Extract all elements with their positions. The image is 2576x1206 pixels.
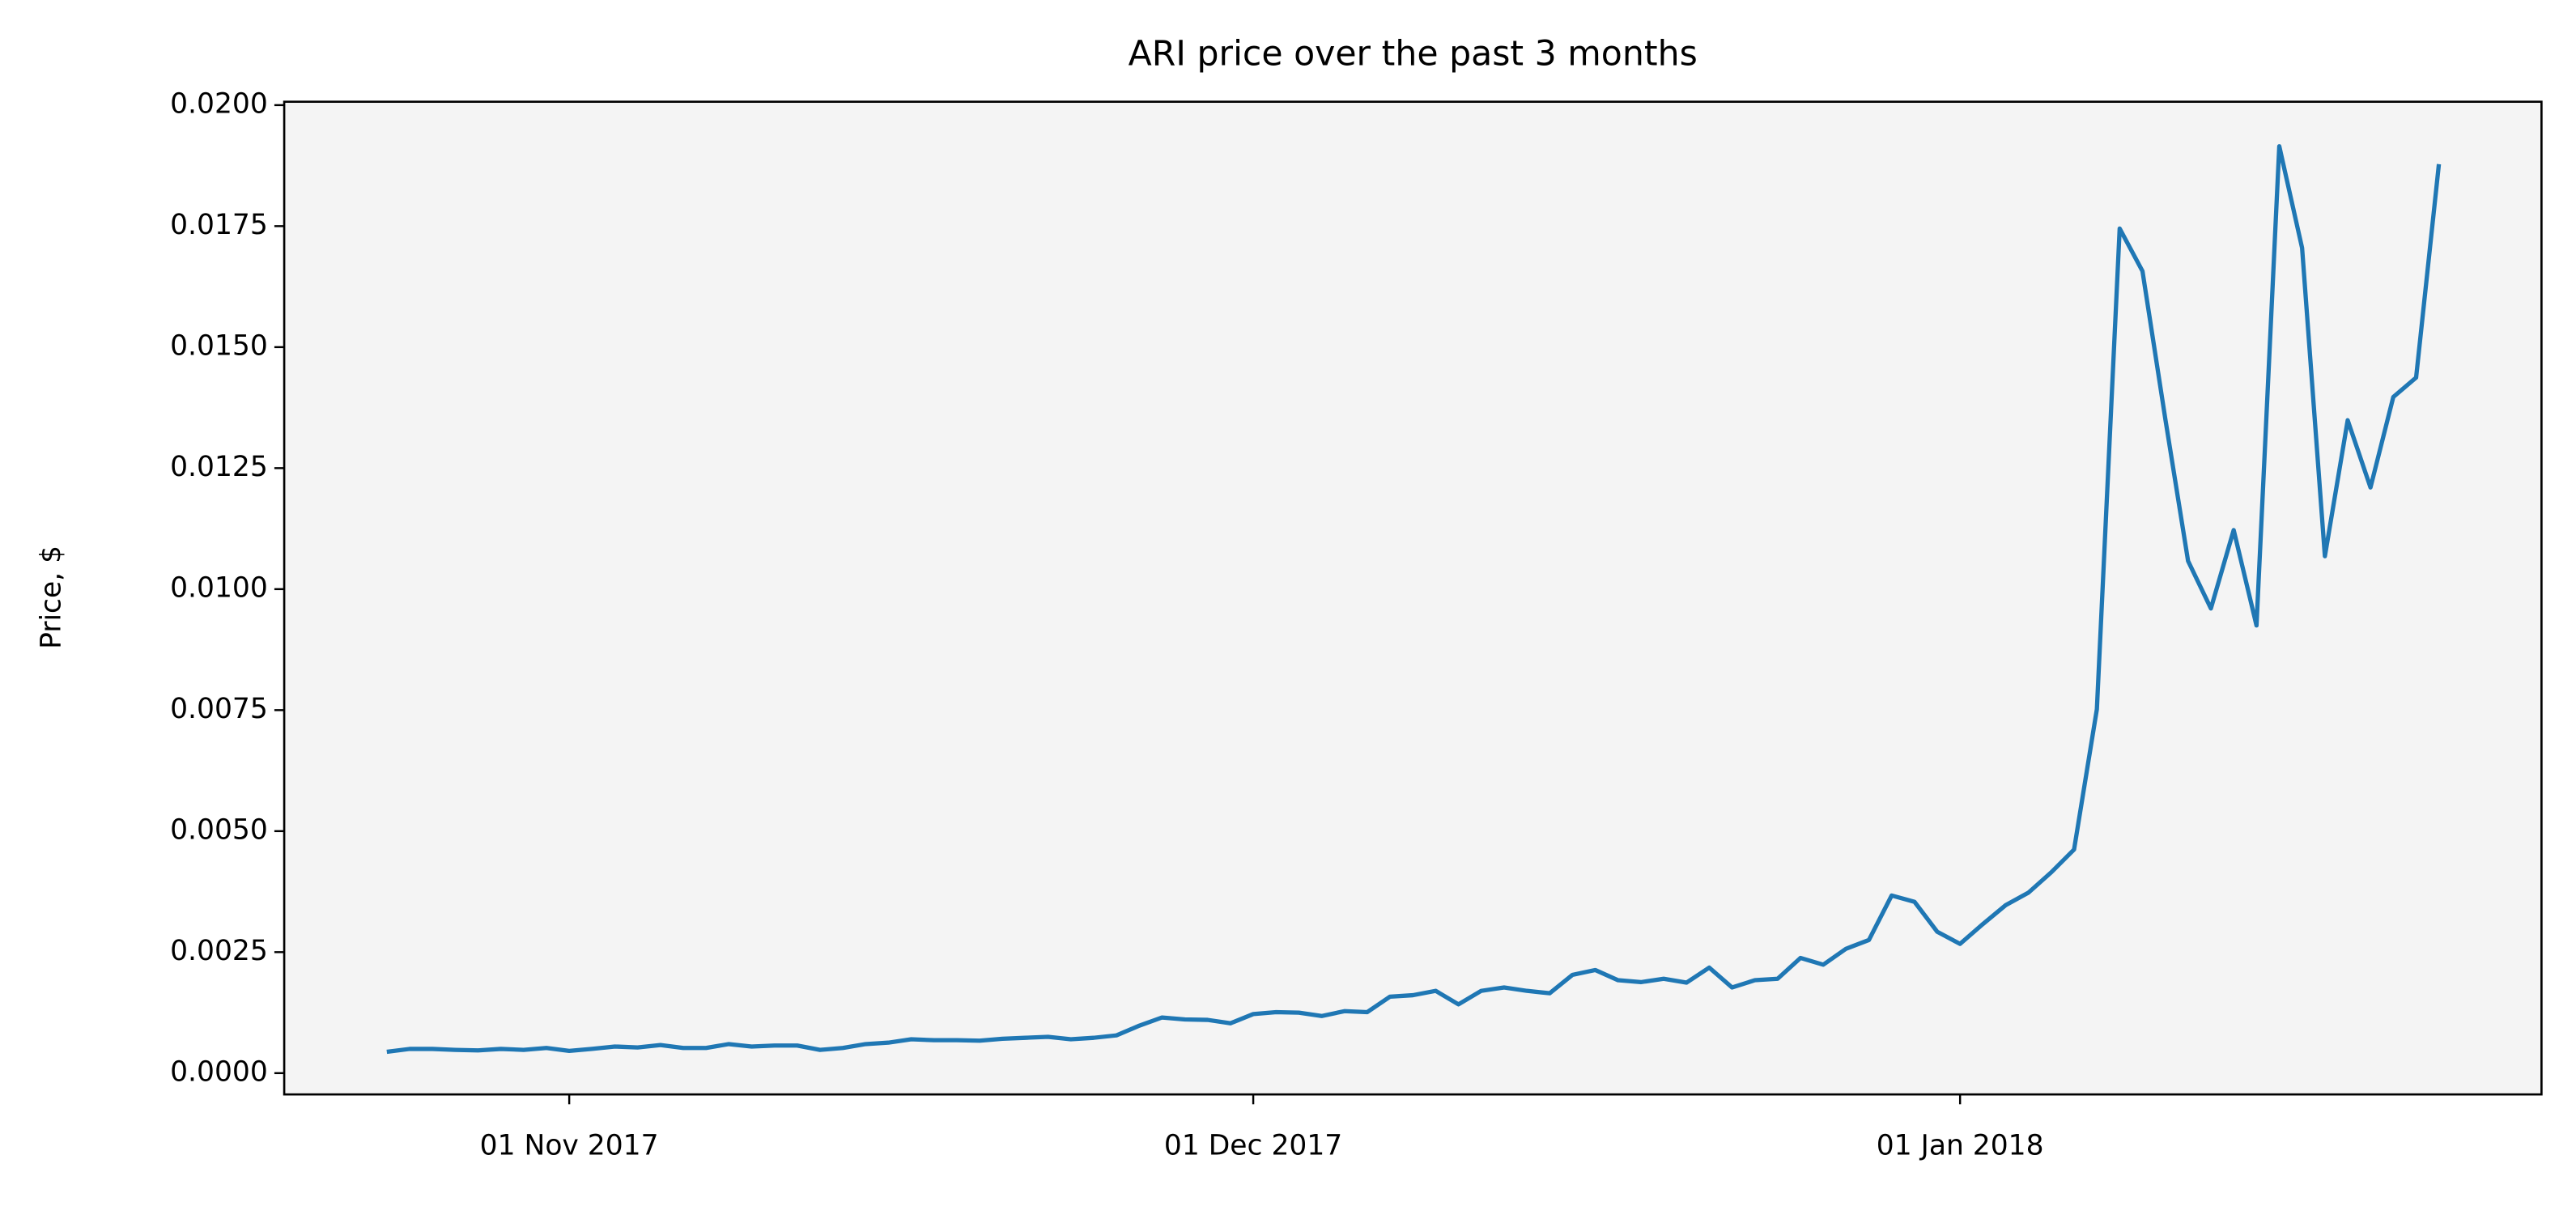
y-tick-label: 0.0025	[170, 935, 268, 967]
y-tick-label: 0.0100	[170, 571, 268, 604]
x-tick-label: 01 Dec 2017	[1164, 1130, 1342, 1162]
y-tick-label: 0.0075	[170, 693, 268, 725]
chart-title: ARI price over the past 3 months	[1129, 33, 1698, 74]
y-tick-label: 0.0150	[170, 329, 268, 362]
x-tick-label: 01 Nov 2017	[480, 1130, 659, 1162]
y-tick-label: 0.0125	[170, 451, 268, 483]
y-tick-label: 0.0000	[170, 1055, 268, 1088]
axes-frame	[283, 100, 2543, 1096]
y-axis-label: Price, $	[35, 546, 67, 649]
price-line	[386, 144, 2442, 1055]
y-tick-label: 0.0175	[170, 209, 268, 241]
x-tick-label: 01 Jan 2018	[1877, 1130, 2044, 1162]
plot-area	[284, 101, 2542, 1095]
y-tick-label: 0.0200	[170, 87, 268, 120]
y-tick-label: 0.0050	[170, 813, 268, 846]
